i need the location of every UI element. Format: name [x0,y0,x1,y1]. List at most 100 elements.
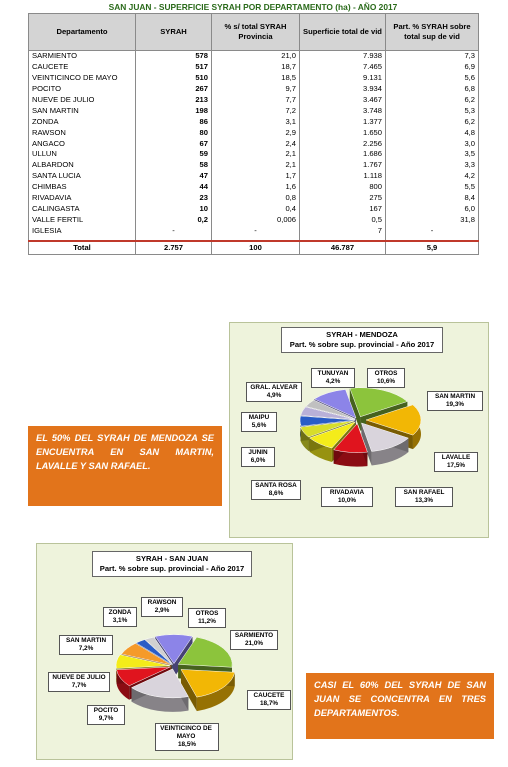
slice-label-name: SAN RAFAEL [403,489,445,496]
slice-label-value: 4,2% [325,378,341,385]
header-pct-total: % s/ total SYRAH Provincia [211,13,300,51]
table-row: NUEVE DE JULIO 213 7,7 3.467 6,2 [28,94,479,106]
pie-slice-wall [180,669,197,712]
table-cell-part: 5,6 [385,72,479,84]
slice-label-value: 2,9% [154,607,170,614]
slice-label-value: 9,7% [98,715,114,722]
pie-slice-tunuyan [305,399,356,420]
mendoza-chart-title: SYRAH - MENDOZA Part. % sobre sup. provi… [281,327,443,353]
table-row: SARMIENTO 578 21,0 7.938 7,3 [28,50,479,62]
table-cell-part: 3,5 [385,149,479,160]
slice-label-value: 10,0% [337,497,357,504]
table-total-row: Total 2.757 100 46.787 5,9 [28,240,479,256]
table-cell-part: 6,2 [385,94,479,106]
table-row: RAWSON 80 2,9 1.650 4,8 [28,127,479,139]
header-superficie: Superficie total de vid [299,13,386,51]
pie-slice-veinticinco-de-mayo [130,668,189,699]
header-departamento: Departamento [28,13,136,51]
slice-label-name: ZONDA [108,609,132,616]
slice-label-name: SANTA ROSA [255,482,297,489]
pie-slice-wall [349,388,361,431]
sanjuan-label-san-martin: SAN MARTIN 7,2% [59,635,113,655]
table-row: IGLESIA - -7- [28,225,479,237]
pie-slice-maipu [299,415,356,427]
slice-label-name: SAN MARTIN [434,393,476,400]
total-cell-part: 5,9 [385,240,479,256]
slice-label-value: 19,3% [445,401,465,408]
table-cell-part: 8,4 [385,192,479,204]
slice-label-value: 4,9% [266,392,282,399]
pie-slice-wall [361,422,372,466]
table-row: VALLE FERTIL 0,2 0,006 0,5 31,8 [28,214,479,226]
mendoza-label-junin: JUNIN 6,0% [241,447,275,467]
table-cell-part: 3,0 [385,138,479,150]
mendoza-label-rivadavia: RIVADAVIA 10,0% [321,487,373,507]
table-cell-part: 6,8 [385,83,479,95]
mendoza-subtitle-text: Part. % sobre sup. provincial - Año 2017 [289,340,435,349]
table-cell-part: 5,3 [385,105,479,117]
table-row: RIVADAVIA 23 0,8 275 8,4 [28,192,479,204]
table-cell-part: 4,8 [385,127,479,139]
pie-slice-nueve-de-julio [115,654,171,669]
table-cell-part: 6,2 [385,116,479,128]
pie-slice-sarmiento [177,636,233,668]
table-cell-part: 5,5 [385,181,479,193]
sanjuan-label-zonda: ZONDA 3,1% [103,607,137,627]
sanjuan-label-nueve-de-julio: NUEVE DE JULIO 7,7% [48,672,110,692]
sanjuan-chart-title: SYRAH - SAN JUAN Part. % sobre sup. prov… [92,551,252,577]
pie-slice-gral-alvear [300,406,356,420]
slice-label-name: TUNUYAN [317,370,349,377]
slice-label-name: LAVALLE [441,454,471,461]
table-row: SAN MARTIN 198 7,2 3.748 5,3 [28,105,479,117]
slice-label-name: JUNIN [248,449,268,456]
mendoza-title-text: SYRAH - MENDOZA [326,330,398,339]
total-cell-sup: 46.787 [299,240,386,256]
slice-label-name: MAIPU [248,414,270,421]
pie-slice-otros [313,389,357,419]
table-row: CHIMBAS 44 1,6 800 5,5 [28,181,479,193]
slice-label-name: SARMIENTO [234,632,274,639]
sanjuan-label-rawson: RAWSON 2,9% [141,597,183,617]
mendoza-callout: EL 50% DEL SYRAH DE MENDOZA SE ENCUENTRA… [28,426,222,506]
table-row: ANGACO 67 2,4 2.256 3,0 [28,138,479,150]
slice-label-value: 8,6% [268,490,284,497]
slice-label-value: 11,2% [198,618,216,625]
slice-label-name: CAUCETE [253,692,285,699]
slice-label-name: GRAL. ALVEAR [250,384,298,391]
slice-label-value: 6,0% [250,457,266,464]
slice-label-name: SAN MARTIN [65,637,107,644]
mendoza-label-otros: OTROS 10,6% [367,368,405,388]
pie-slice-san-martin [121,643,172,666]
table-row: POCITO 267 9,7 3.934 6,8 [28,83,479,95]
slice-label-name: VEINTICINCO DE MAYO [160,725,212,740]
table-cell-part: 4,2 [385,170,479,182]
table-row: CAUCETE 517 18,7 7.465 6,9 [28,61,479,73]
sanjuan-label-sarmiento: SARMIENTO 21,0% [230,630,278,650]
table-title: SAN JUAN - SUPERFICIE SYRAH POR DEPARTAM… [108,2,398,12]
sanjuan-callout: CASI EL 60% DEL SYRAH DE SAN JUAN SE CON… [306,673,494,739]
pie-slice-junin [300,420,355,438]
slice-label-name: RIVADAVIA [329,489,365,496]
mendoza-label-lavalle: LAVALLE 17,5% [434,452,478,472]
mendoza-label-tunuyan: TUNUYAN 4,2% [311,368,355,388]
slice-label-value: 21,0% [244,640,264,647]
table-header-row: Departamento SYRAH % s/ total SYRAH Prov… [28,13,479,51]
slice-label-name: RAWSON [147,599,177,606]
sanjuan-subtitle-text: Part. % sobre sup. provincial - Año 2017 [99,564,245,573]
sanjuan-label-otros: OTROS 11,2% [188,608,226,628]
slice-label-value: 5,6% [251,422,267,429]
slice-label-name: OTROS [374,370,398,377]
slice-label-name: POCITO [93,707,119,714]
total-cell-pct: 100 [211,240,300,256]
mendoza-label-santa-rosa: SANTA ROSA 8,6% [251,480,301,500]
pie-slice-rawson [144,636,173,665]
pie-slice-san-martin [349,387,408,418]
sanjuan-title-text: SYRAH - SAN JUAN [135,554,209,563]
pie-slice-santa-rosa [309,421,356,449]
table-row: CALINGASTA 10 0,4 167 6,0 [28,203,479,215]
slice-label-name: NUEVE DE JULIO [52,674,106,681]
slice-label-value: 7,7% [71,682,87,689]
pie-slice-zonda [135,639,173,665]
